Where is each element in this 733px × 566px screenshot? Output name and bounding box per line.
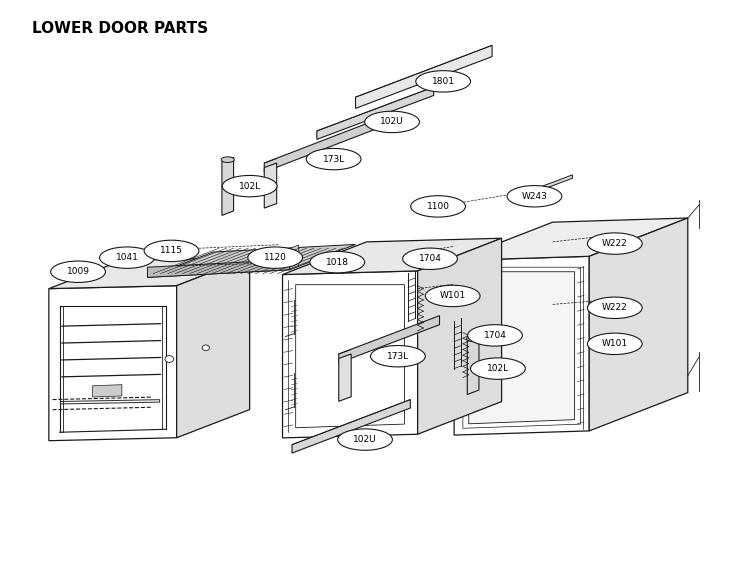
Polygon shape bbox=[317, 87, 434, 139]
Ellipse shape bbox=[248, 247, 303, 268]
Text: LOWER DOOR PARTS: LOWER DOOR PARTS bbox=[32, 21, 208, 36]
Text: 1120: 1120 bbox=[264, 253, 287, 262]
Ellipse shape bbox=[402, 248, 457, 269]
Text: 1041: 1041 bbox=[116, 253, 139, 262]
Ellipse shape bbox=[471, 358, 526, 379]
Polygon shape bbox=[265, 118, 381, 172]
Ellipse shape bbox=[507, 186, 561, 207]
Polygon shape bbox=[92, 385, 122, 397]
Polygon shape bbox=[295, 285, 405, 428]
Text: W101: W101 bbox=[602, 340, 628, 348]
Text: W101: W101 bbox=[440, 291, 465, 301]
Polygon shape bbox=[290, 245, 298, 270]
Ellipse shape bbox=[587, 233, 642, 254]
Text: 102L: 102L bbox=[487, 364, 509, 373]
Text: 1704: 1704 bbox=[419, 254, 441, 263]
Polygon shape bbox=[468, 272, 575, 424]
Text: 102U: 102U bbox=[380, 117, 404, 126]
Text: 102U: 102U bbox=[353, 435, 377, 444]
Circle shape bbox=[165, 355, 174, 362]
Polygon shape bbox=[265, 163, 276, 208]
Text: 1100: 1100 bbox=[427, 202, 449, 211]
Ellipse shape bbox=[468, 325, 523, 346]
Polygon shape bbox=[282, 238, 501, 275]
Polygon shape bbox=[49, 286, 177, 441]
Circle shape bbox=[202, 345, 210, 350]
Polygon shape bbox=[339, 354, 351, 401]
Text: 1115: 1115 bbox=[160, 246, 183, 255]
Text: W222: W222 bbox=[602, 303, 627, 312]
Polygon shape bbox=[339, 316, 440, 363]
Text: 173L: 173L bbox=[323, 155, 345, 164]
Polygon shape bbox=[282, 271, 418, 438]
Ellipse shape bbox=[222, 175, 277, 197]
Ellipse shape bbox=[416, 71, 471, 92]
Text: 173L: 173L bbox=[387, 351, 409, 361]
Ellipse shape bbox=[425, 285, 480, 307]
Polygon shape bbox=[292, 400, 410, 453]
Polygon shape bbox=[222, 157, 234, 216]
Ellipse shape bbox=[51, 261, 106, 282]
Ellipse shape bbox=[370, 345, 425, 367]
Text: 1009: 1009 bbox=[67, 267, 89, 276]
Polygon shape bbox=[147, 245, 356, 277]
Text: 1801: 1801 bbox=[432, 77, 454, 86]
Polygon shape bbox=[356, 45, 492, 109]
Polygon shape bbox=[511, 175, 572, 201]
Polygon shape bbox=[467, 337, 479, 395]
Text: W243: W243 bbox=[521, 192, 548, 201]
Ellipse shape bbox=[310, 251, 365, 273]
Ellipse shape bbox=[221, 157, 235, 162]
Text: 1018: 1018 bbox=[325, 258, 349, 267]
Polygon shape bbox=[589, 218, 688, 431]
Polygon shape bbox=[454, 256, 589, 435]
Polygon shape bbox=[147, 260, 290, 277]
Ellipse shape bbox=[365, 111, 419, 132]
Text: W222: W222 bbox=[602, 239, 627, 248]
Ellipse shape bbox=[100, 247, 155, 268]
Ellipse shape bbox=[410, 196, 465, 217]
Ellipse shape bbox=[144, 240, 199, 261]
Ellipse shape bbox=[587, 333, 642, 354]
Text: 1704: 1704 bbox=[484, 331, 507, 340]
Polygon shape bbox=[454, 218, 688, 260]
Ellipse shape bbox=[306, 148, 361, 170]
Polygon shape bbox=[177, 258, 250, 438]
Polygon shape bbox=[49, 258, 250, 289]
Ellipse shape bbox=[338, 429, 392, 451]
Polygon shape bbox=[418, 238, 501, 434]
Ellipse shape bbox=[466, 336, 479, 341]
Text: 102L: 102L bbox=[239, 182, 261, 191]
Ellipse shape bbox=[587, 297, 642, 319]
